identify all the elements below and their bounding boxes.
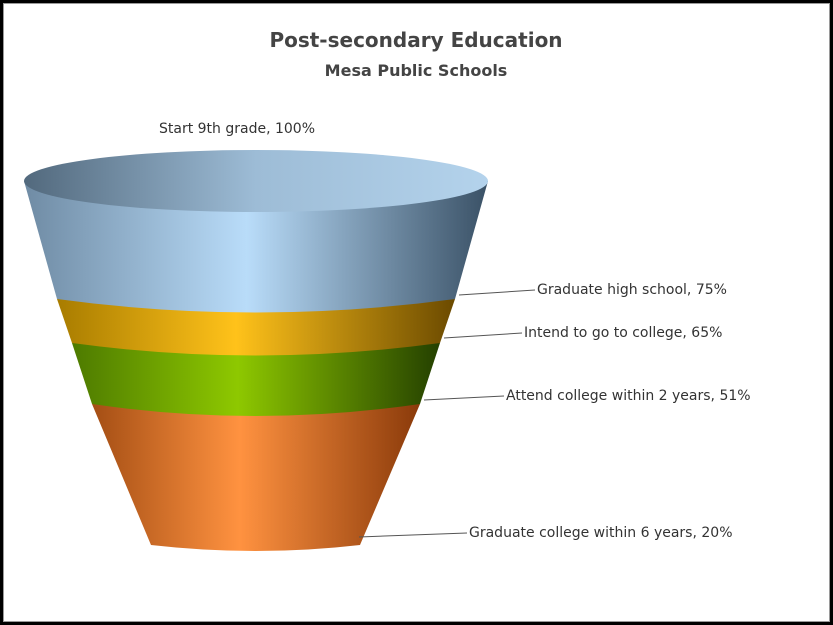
label-intend-college: Intend to go to college, 65% (524, 325, 722, 341)
chart-frame: Post-secondary Education Mesa Public Sch… (3, 3, 830, 622)
funnel-segment-start-9th-grade (24, 181, 488, 313)
funnel-segment-intend-college (57, 299, 455, 356)
chart-title: Post-secondary Education (269, 28, 562, 52)
label-attend-college: Attend college within 2 years, 51% (506, 388, 751, 404)
label-start-9th-grade: Start 9th grade, 100% (159, 121, 315, 137)
funnel-top-rim (24, 150, 488, 212)
leader-line-attend-college (423, 395, 505, 401)
leader-line-graduate-college (358, 532, 468, 538)
funnel-chart: Post-secondary Education Mesa Public Sch… (24, 28, 751, 551)
funnel-segment-graduate-college (92, 404, 420, 551)
label-graduate-high-school: Graduate high school, 75% (537, 282, 727, 298)
chart-subtitle: Mesa Public Schools (325, 61, 508, 80)
label-graduate-college: Graduate college within 6 years, 20% (469, 525, 733, 541)
funnel-segment-attend-college (72, 343, 440, 416)
leader-line-graduate-high-school (458, 289, 536, 296)
leader-line-intend-college (443, 332, 523, 339)
